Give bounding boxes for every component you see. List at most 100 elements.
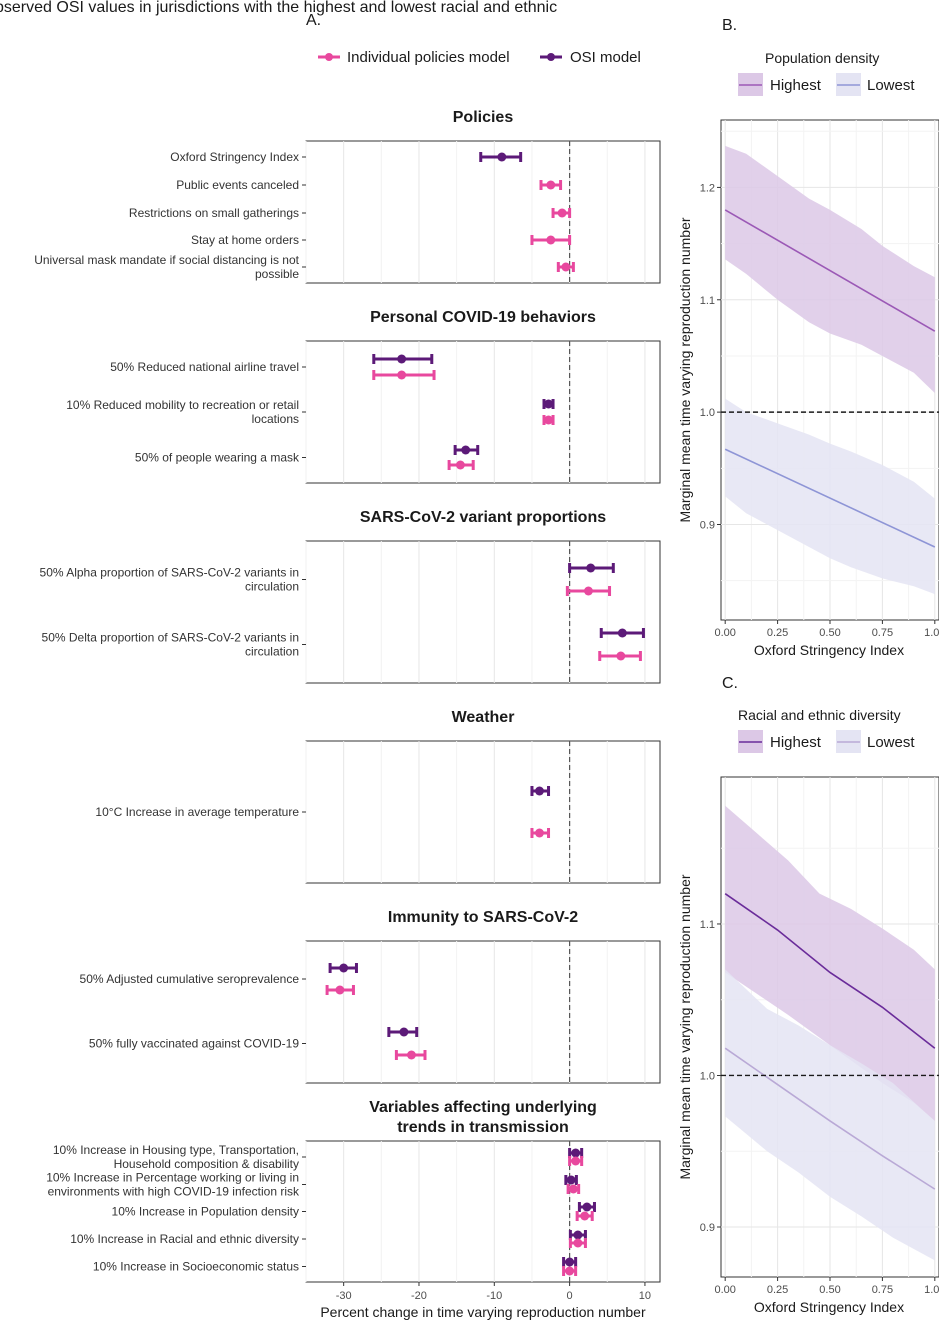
series-line-lowest bbox=[724, 448, 936, 548]
y-tick-label: 0.9 bbox=[700, 1222, 715, 1234]
legend-osi-label: OSI model bbox=[570, 49, 641, 66]
row-label: circulation bbox=[245, 580, 299, 594]
confidence-band-lowest bbox=[725, 969, 935, 1261]
row-label: 50% Delta proportion of SARS-CoV-2 varia… bbox=[42, 631, 299, 645]
individual-point bbox=[557, 208, 567, 218]
row-label: environments with high COVID-19 infectio… bbox=[48, 1185, 300, 1199]
y-tick-label: 1.0 bbox=[700, 1070, 715, 1082]
individual-point bbox=[565, 1266, 575, 1276]
x-tick-label: 0.50 bbox=[819, 627, 840, 639]
confidence-band-highest bbox=[725, 145, 935, 394]
panel-b-y-axis-title: Marginal mean time varying reproduction … bbox=[677, 217, 693, 522]
y-tick-label: 1.2 bbox=[700, 182, 715, 194]
row-label: 10% Increase in Socioeconomic status bbox=[93, 1260, 299, 1274]
confidence-band-lowest bbox=[725, 398, 935, 595]
legend-individual-dot bbox=[325, 53, 333, 61]
facet-4: Immunity to SARS-CoV-2 50% Adjusted cumul… bbox=[80, 909, 661, 1084]
individual-point bbox=[583, 586, 593, 596]
facet-title: Personal COVID-19 behaviors bbox=[370, 309, 596, 326]
osi-point bbox=[566, 1175, 576, 1185]
panel-c-y-axis-title: Marginal mean time varying reproduction … bbox=[677, 874, 693, 1179]
y-tick-label: 1.1 bbox=[700, 919, 715, 931]
individual-point bbox=[406, 1050, 416, 1060]
facet-title: Weather bbox=[452, 709, 515, 726]
osi-point bbox=[586, 563, 596, 573]
facet-title: SARS-CoV-2 variant proportions bbox=[360, 509, 606, 526]
facet-5: Variables affecting underlying trends in … bbox=[46, 1099, 661, 1302]
individual-point bbox=[455, 460, 465, 470]
row-label: Universal mask mandate if social distanc… bbox=[34, 253, 299, 267]
row-label: circulation bbox=[245, 645, 299, 659]
panel-b-chart: 0.00 0.25 0.50 0.75 1.00 0.9 1.0 1.1 1.2 bbox=[700, 119, 939, 639]
series-line-highest bbox=[724, 209, 936, 332]
y-tick-label: 1.1 bbox=[700, 295, 715, 307]
row-label: Public events canceled bbox=[176, 178, 299, 192]
row-label: Oxford Stringency Index bbox=[170, 150, 299, 164]
row-label: 50% Adjusted cumulative seroprevalence bbox=[80, 972, 300, 986]
legend-individual-label: Individual policies model bbox=[347, 49, 510, 66]
individual-point bbox=[580, 1211, 590, 1221]
x-tick-label: 0.00 bbox=[714, 1284, 735, 1296]
individual-point bbox=[397, 370, 407, 380]
facet-2: SARS-CoV-2 variant proportions 50% Alpha … bbox=[40, 509, 661, 684]
x-tick-label: -10 bbox=[486, 1290, 502, 1302]
osi-point bbox=[565, 1257, 575, 1267]
x-tick-label: 0.50 bbox=[819, 1284, 840, 1296]
facet-title: Policies bbox=[453, 109, 514, 126]
row-label: 10% Increase in Housing type, Transporta… bbox=[53, 1143, 299, 1157]
legend-c-lowest-label: Lowest bbox=[867, 734, 915, 751]
confidence-band-highest bbox=[725, 805, 935, 1121]
osi-point bbox=[582, 1202, 592, 1212]
facet-panel bbox=[305, 1140, 661, 1283]
individual-point bbox=[534, 828, 544, 838]
row-label: Stay at home orders bbox=[191, 233, 299, 247]
panel-b-legend: Population density Highest Lowest bbox=[738, 50, 915, 96]
panel-a-label: A. bbox=[306, 12, 321, 29]
osi-point bbox=[534, 786, 544, 796]
row-label: Household composition & disability bbox=[114, 1157, 299, 1171]
panel-b-label: B. bbox=[722, 17, 737, 34]
legend-b-lowest-label: Lowest bbox=[867, 77, 915, 94]
row-label: locations bbox=[252, 412, 299, 426]
x-tick-label: 0.75 bbox=[872, 1284, 893, 1296]
osi-point bbox=[573, 1230, 583, 1240]
row-label: possible bbox=[255, 267, 299, 281]
row-label: 50% Alpha proportion of SARS-CoV-2 varia… bbox=[40, 566, 299, 580]
osi-point bbox=[461, 445, 471, 455]
facet-3: Weather 10°C Increase in average temperat… bbox=[95, 709, 661, 884]
legend-osi-dot bbox=[547, 53, 555, 61]
x-tick-label: 0.75 bbox=[872, 627, 893, 639]
x-tick-label: 0.00 bbox=[714, 627, 735, 639]
facet-0: Policies Oxford Stringency Index Public ev… bbox=[34, 109, 661, 284]
individual-point bbox=[335, 985, 345, 995]
panel-c-label: C. bbox=[722, 675, 738, 692]
individual-point bbox=[616, 651, 626, 661]
individual-point bbox=[546, 235, 556, 245]
forest-x-axis-title: Percent change in time varying reproduct… bbox=[320, 1304, 646, 1320]
series-line-highest bbox=[724, 893, 936, 1049]
row-label: Restrictions on small gatherings bbox=[129, 206, 299, 220]
x-tick-label: 0.25 bbox=[767, 1284, 788, 1296]
caption-fragment: bserved OSI values in jurisdictions with… bbox=[0, 0, 557, 16]
x-tick-label: 0 bbox=[567, 1290, 573, 1302]
y-tick-label: 1.0 bbox=[700, 407, 715, 419]
osi-point bbox=[397, 354, 407, 364]
facet-title: trends in transmission bbox=[397, 1119, 569, 1136]
individual-point bbox=[573, 1238, 583, 1248]
y-tick-label: 0.9 bbox=[700, 519, 715, 531]
legend-b-title: Population density bbox=[765, 50, 879, 66]
row-label: 50% of people wearing a mask bbox=[135, 451, 300, 465]
individual-point bbox=[571, 1156, 581, 1166]
facet-title: Immunity to SARS-CoV-2 bbox=[388, 909, 578, 926]
panel-c-legend: Racial and ethnic diversity Highest Lowe… bbox=[738, 707, 915, 753]
row-label: 10% Increase in Racial and ethnic divers… bbox=[70, 1232, 299, 1246]
individual-point bbox=[546, 180, 556, 190]
row-label: 10% Increase in Population density bbox=[112, 1205, 299, 1219]
x-tick-label: -30 bbox=[336, 1290, 352, 1302]
osi-point bbox=[339, 963, 349, 973]
x-tick-label: 1.00 bbox=[924, 627, 939, 639]
osi-point bbox=[571, 1148, 581, 1158]
panel-c-x-axis-title: Oxford Stringency Index bbox=[754, 1299, 904, 1315]
x-tick-label: 1.00 bbox=[924, 1284, 939, 1296]
